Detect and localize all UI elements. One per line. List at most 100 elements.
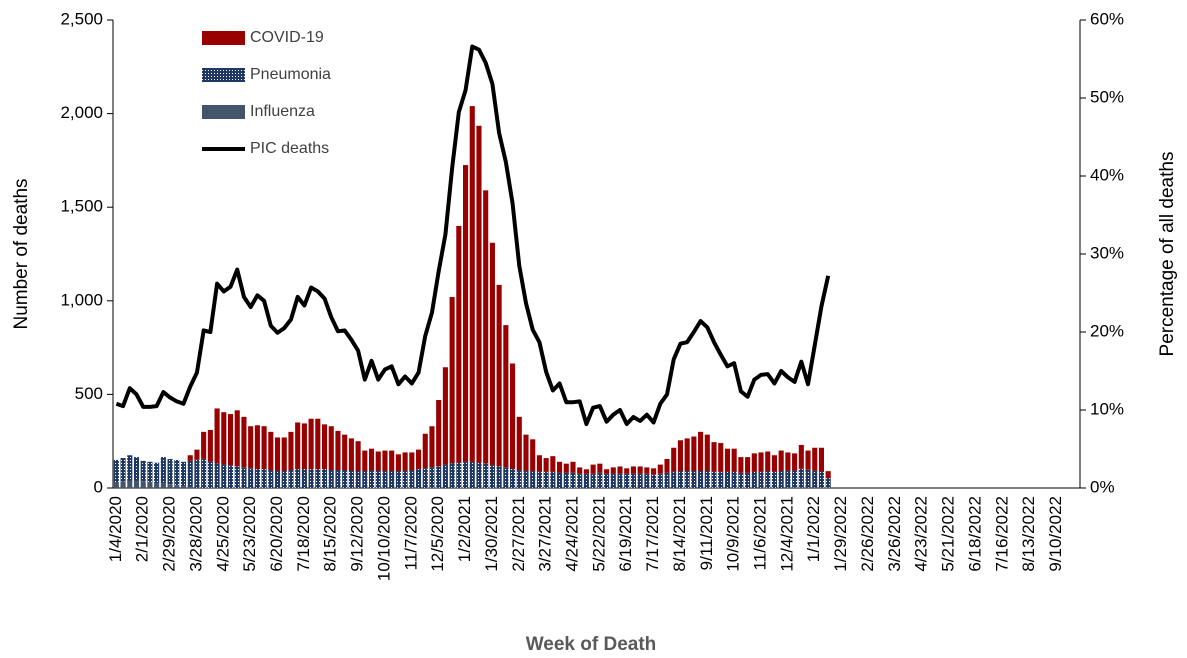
bar — [301, 469, 307, 488]
bar — [698, 431, 704, 471]
bar — [476, 462, 482, 488]
bar — [140, 481, 146, 488]
bar — [677, 470, 683, 488]
bar — [597, 472, 603, 488]
bar — [469, 461, 475, 488]
bar — [671, 471, 677, 488]
x-tick-label: 12/4/2021 — [777, 496, 796, 572]
legend-label: Influenza — [250, 103, 315, 120]
y2-tick-label: 10% — [1090, 399, 1124, 418]
x-tick-label: 5/22/2021 — [589, 496, 608, 572]
bar — [798, 487, 804, 488]
bar — [174, 485, 180, 488]
bar — [248, 426, 254, 469]
bar — [671, 447, 677, 472]
bar — [664, 458, 670, 473]
bar — [731, 471, 737, 488]
bar — [583, 473, 589, 488]
x-tick-label: 6/19/2021 — [616, 496, 635, 572]
x-tick-label: 1/29/2022 — [831, 496, 850, 572]
bar — [154, 483, 160, 488]
bar — [664, 472, 670, 488]
bar — [476, 125, 482, 463]
bar — [463, 461, 469, 488]
bar — [187, 455, 193, 461]
bar — [254, 425, 260, 470]
bar — [288, 470, 294, 488]
bar — [785, 452, 791, 471]
bar — [214, 463, 220, 488]
y2-tick-label: 60% — [1090, 9, 1124, 28]
bar — [771, 455, 778, 472]
bar — [617, 466, 623, 474]
bar — [543, 471, 549, 488]
bar — [577, 467, 583, 474]
bar — [557, 472, 563, 488]
x-tick-label: 4/24/2021 — [562, 496, 581, 572]
bar — [308, 418, 314, 470]
bar — [570, 472, 576, 488]
bar — [113, 482, 119, 488]
bar — [503, 467, 509, 488]
bar — [160, 457, 166, 484]
bar — [201, 431, 207, 459]
bar — [691, 470, 697, 488]
bar — [429, 467, 435, 488]
bar — [207, 461, 213, 488]
bar — [785, 470, 791, 488]
bar — [409, 452, 415, 471]
bar — [798, 468, 804, 488]
bar — [241, 467, 247, 488]
bar — [530, 439, 536, 471]
bar — [207, 429, 213, 462]
bar — [362, 450, 368, 471]
x-tick-label: 6/20/2020 — [267, 496, 286, 572]
bar — [617, 473, 623, 488]
bar — [187, 487, 193, 488]
bar — [227, 465, 234, 488]
bar — [221, 412, 227, 465]
bar — [227, 414, 234, 466]
bar — [563, 472, 569, 488]
bar — [248, 468, 254, 488]
y2-tick-label: 50% — [1090, 87, 1124, 106]
legend-label: PIC deaths — [250, 140, 329, 157]
x-tick-label: 1/30/2021 — [482, 496, 501, 572]
bar — [194, 459, 200, 488]
bar — [268, 431, 274, 471]
bar — [315, 469, 321, 488]
bar — [315, 418, 321, 470]
x-tick-label: 10/10/2020 — [374, 496, 393, 581]
bar — [368, 470, 375, 488]
bar — [281, 470, 287, 488]
legend-swatch — [202, 31, 245, 45]
bar — [328, 470, 334, 488]
bar — [805, 450, 811, 470]
bar — [389, 450, 395, 471]
bar — [718, 443, 724, 472]
bar — [194, 449, 200, 460]
x-tick-label: 11/6/2021 — [751, 496, 770, 570]
bar — [308, 469, 314, 488]
bar — [415, 449, 422, 470]
bar — [456, 225, 462, 463]
bar — [630, 466, 636, 474]
bar — [483, 463, 489, 488]
x-tick-label: 3/27/2021 — [536, 496, 555, 572]
bar — [577, 473, 583, 488]
bar — [758, 452, 764, 472]
bar — [644, 467, 650, 474]
bar — [738, 457, 744, 473]
bar — [120, 481, 126, 488]
bar — [127, 480, 133, 488]
bar — [704, 470, 710, 488]
legend-swatch — [202, 68, 245, 82]
bar — [201, 458, 207, 488]
bar — [342, 434, 348, 471]
x-tick-label: 7/17/2021 — [643, 496, 662, 572]
bar — [805, 469, 811, 488]
x-tick-label: 8/15/2020 — [321, 496, 340, 572]
bar — [510, 363, 516, 470]
bar — [624, 473, 630, 488]
y-tick-label: 500 — [75, 384, 103, 403]
